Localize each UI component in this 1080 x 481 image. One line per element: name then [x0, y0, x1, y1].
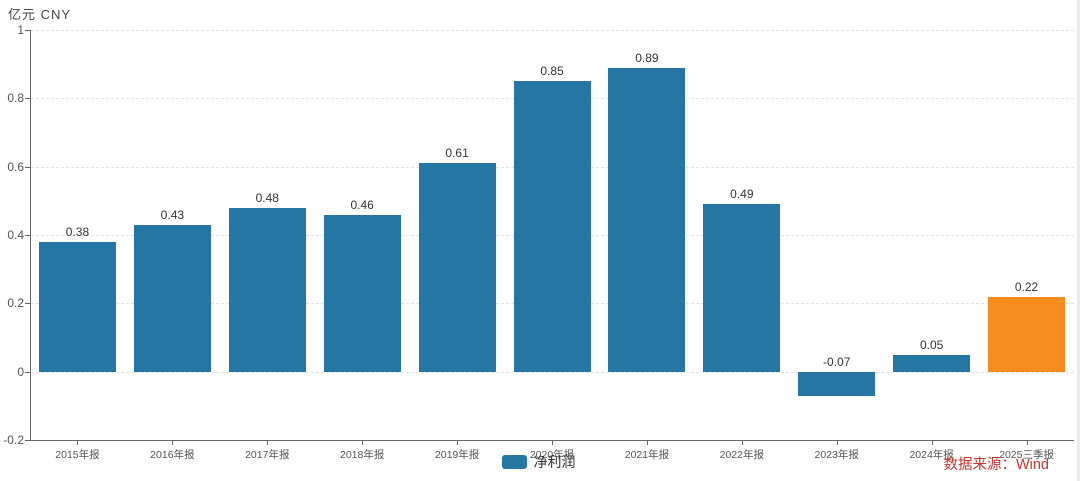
x-axis-tick-label: 2017年报 [245, 449, 290, 461]
bar-value-label: 0.48 [255, 190, 279, 205]
bar-2018年报[interactable] [323, 214, 401, 372]
bar-2023年报[interactable] [798, 371, 876, 396]
legend-swatch-net-profit[interactable] [501, 455, 527, 469]
bar-value-label: 0.22 [1014, 279, 1039, 294]
x-axis-tick [836, 440, 838, 445]
y-axis-tick [25, 303, 30, 305]
x-axis-tick [1026, 440, 1028, 445]
bar-2019年报[interactable] [418, 163, 496, 372]
gridline [31, 371, 1074, 373]
x-axis-tick-label: 2024年报 [909, 449, 954, 461]
x-axis-tick [362, 440, 364, 445]
x-axis-tick [457, 440, 459, 445]
bar-value-label: 0.49 [730, 187, 754, 202]
bar-value-label: 0.38 [65, 224, 90, 239]
x-axis-tick [552, 440, 553, 445]
x-axis-tick [646, 440, 648, 445]
bar-2025三季报[interactable] [988, 296, 1066, 372]
y-axis-tick [25, 30, 30, 31]
x-axis-tick-label: 2023年报 [814, 449, 859, 461]
y-axis-tick [25, 371, 30, 373]
x-axis-tick [172, 440, 174, 445]
bar-2020年报[interactable] [513, 81, 591, 372]
x-axis-tick-label: 2025三季报 [999, 449, 1054, 461]
x-axis-tick-label: 2022年报 [719, 449, 764, 461]
bar-2022年报[interactable] [703, 204, 781, 372]
bar-value-label: 0.61 [445, 146, 469, 161]
bar-value-label: 0.89 [635, 50, 659, 65]
bar-value-label: 0.85 [540, 64, 564, 79]
bar-2016年报[interactable] [133, 224, 211, 372]
y-axis-tick-label: 0.6 [7, 159, 24, 174]
x-axis-tick [267, 440, 269, 445]
y-axis-tick-label: 0.8 [7, 91, 24, 106]
legend-label-net-profit[interactable]: 净利润 [533, 454, 576, 470]
x-axis-tick-label: 2015年报 [55, 449, 100, 461]
y-axis-tick-label: 1 [17, 23, 24, 37]
bar-value-label: -0.07 [823, 354, 851, 369]
y-axis-tick [25, 98, 30, 100]
y-axis-tick [25, 166, 30, 168]
x-axis-tick-label: 2016年报 [150, 449, 195, 461]
data-source-label: 数据来源：Wind [943, 457, 1049, 473]
y-axis-tick-label: 0.4 [7, 228, 24, 242]
bar-value-label: 0.46 [350, 197, 374, 212]
x-axis-tick-label: 2021年报 [624, 449, 670, 461]
x-axis-tick [77, 440, 79, 445]
x-axis-tick [741, 440, 743, 445]
bar-2021年报[interactable] [608, 67, 686, 372]
y-axis-tick-label: 0 [17, 364, 24, 379]
bar-2015年报[interactable] [38, 241, 116, 372]
y-axis-unit-label: 亿元 CNY [8, 7, 72, 22]
y-axis-tick [25, 440, 30, 441]
x-axis-tick-label: 2018年报 [339, 449, 385, 461]
y-axis-tick-label: -0.2 [3, 433, 24, 447]
bar-value-label: 0.05 [919, 337, 944, 352]
gridline [31, 30, 1074, 31]
y-axis-line [30, 30, 31, 440]
bar-2024年报[interactable] [893, 354, 971, 372]
x-axis-tick-label: 2020年报 [529, 449, 575, 461]
y-axis-tick [25, 235, 30, 236]
plot-area: -0.2 0 0.2 0.4 0.6 0.8 1 0.38 2015年报 0.43 2016年报 0.… [3, 23, 1074, 461]
y-axis-tick-label: 0.2 [7, 296, 24, 311]
legend: 净利润 [0, 453, 1077, 471]
bar-value-label: 0.43 [160, 207, 185, 222]
x-axis-tick [931, 440, 933, 445]
x-axis-tick-label: 2019年报 [434, 449, 480, 461]
bar-2017年报[interactable] [228, 207, 306, 372]
